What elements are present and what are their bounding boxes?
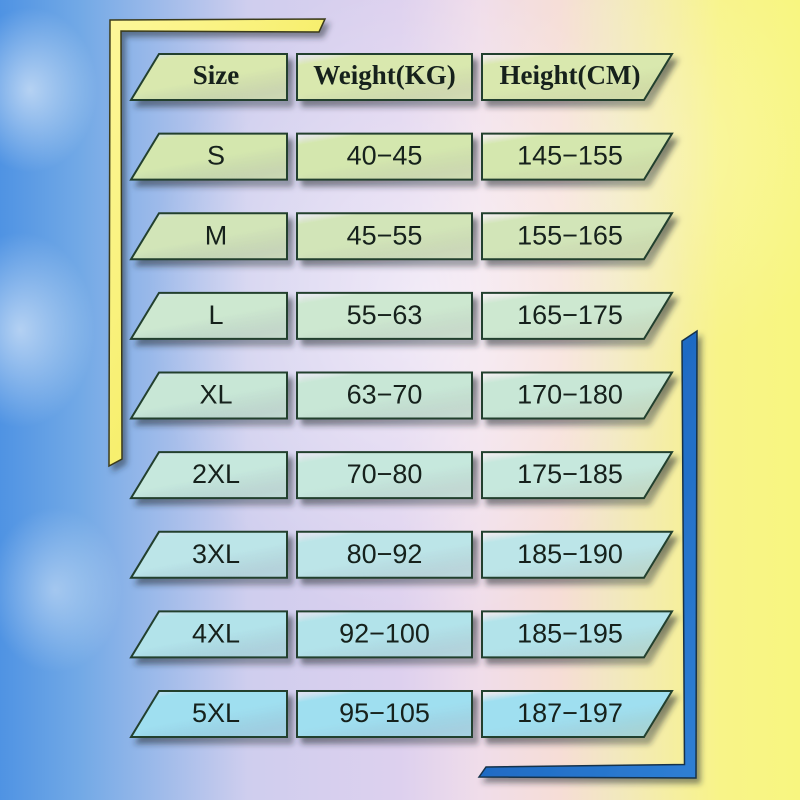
svg-text:L: L: [208, 300, 223, 330]
svg-text:3XL: 3XL: [192, 539, 240, 569]
svg-text:145−155: 145−155: [517, 141, 623, 171]
svg-text:170−180: 170−180: [517, 380, 623, 410]
svg-text:2XL: 2XL: [192, 459, 240, 489]
svg-text:63−70: 63−70: [347, 380, 423, 410]
svg-text:Size: Size: [193, 60, 240, 90]
svg-text:95−105: 95−105: [339, 698, 430, 728]
svg-text:5XL: 5XL: [192, 698, 240, 728]
svg-text:Weight(KG): Weight(KG): [313, 60, 456, 90]
svg-text:S: S: [207, 141, 225, 171]
svg-text:165−175: 165−175: [517, 300, 623, 330]
svg-text:185−190: 185−190: [517, 539, 623, 569]
svg-text:175−185: 175−185: [517, 459, 623, 489]
svg-text:45−55: 45−55: [347, 220, 423, 250]
svg-text:M: M: [205, 220, 228, 250]
svg-text:XL: XL: [199, 380, 232, 410]
svg-text:92−100: 92−100: [339, 619, 430, 649]
svg-text:40−45: 40−45: [347, 141, 423, 171]
svg-text:185−195: 185−195: [517, 619, 623, 649]
svg-text:4XL: 4XL: [192, 619, 240, 649]
svg-text:70−80: 70−80: [347, 459, 423, 489]
svg-text:Height(CM): Height(CM): [500, 60, 641, 90]
svg-text:187−197: 187−197: [517, 698, 623, 728]
svg-text:80−92: 80−92: [347, 539, 423, 569]
svg-text:55−63: 55−63: [347, 300, 423, 330]
svg-text:155−165: 155−165: [517, 220, 623, 250]
